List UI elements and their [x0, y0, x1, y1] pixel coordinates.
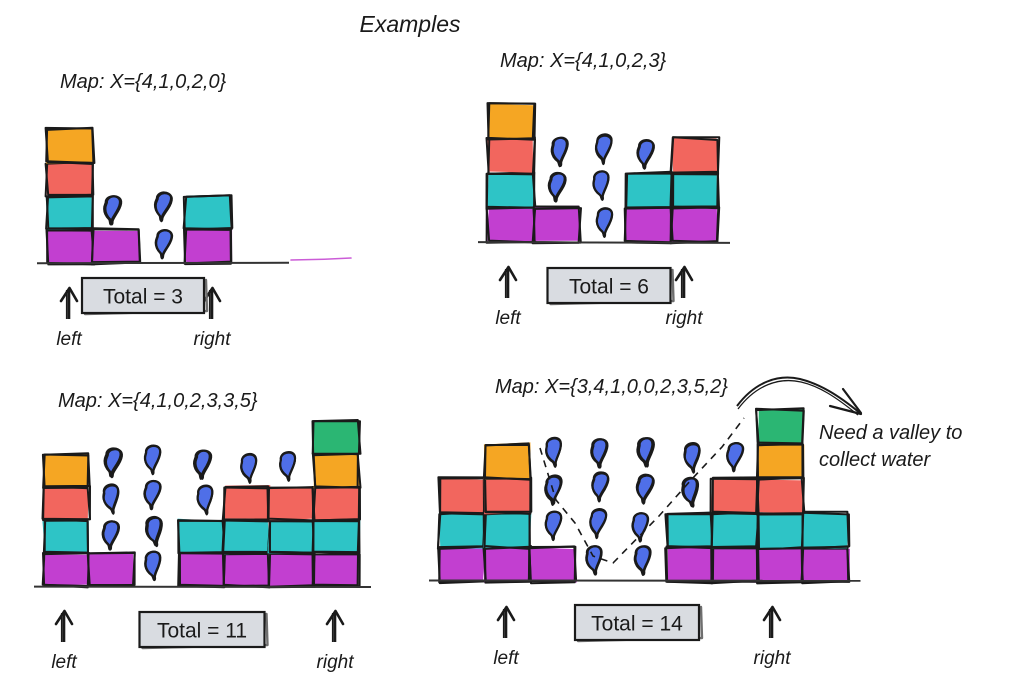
svg-text:Total = 14: Total = 14 — [591, 613, 683, 636]
svg-text:Need a valley to: Need a valley to — [819, 422, 962, 444]
svg-text:collect water: collect water — [819, 449, 931, 471]
svg-text:Map: X={3,4,1,0,0,2,3,5,2}: Map: X={3,4,1,0,0,2,3,5,2} — [495, 376, 728, 398]
svg-text:Total = 3: Total = 3 — [103, 286, 183, 309]
svg-text:Total = 6: Total = 6 — [569, 276, 649, 299]
svg-text:left: left — [56, 329, 82, 350]
svg-text:right: right — [666, 308, 704, 329]
svg-text:right: right — [317, 652, 355, 673]
svg-text:left: left — [495, 308, 521, 329]
svg-text:right: right — [754, 648, 792, 669]
svg-text:Map: X={4,1,0,2,3}: Map: X={4,1,0,2,3} — [500, 50, 667, 72]
svg-text:left: left — [493, 648, 519, 669]
svg-text:Map: X={4,1,0,2,0}: Map: X={4,1,0,2,0} — [60, 71, 227, 93]
svg-text:Map: X={4,1,0,2,3,3,5}: Map: X={4,1,0,2,3,3,5} — [58, 390, 258, 412]
svg-text:Examples: Examples — [360, 11, 461, 37]
svg-text:left: left — [51, 652, 77, 673]
svg-text:right: right — [194, 329, 232, 350]
svg-text:Total = 11: Total = 11 — [157, 620, 247, 643]
